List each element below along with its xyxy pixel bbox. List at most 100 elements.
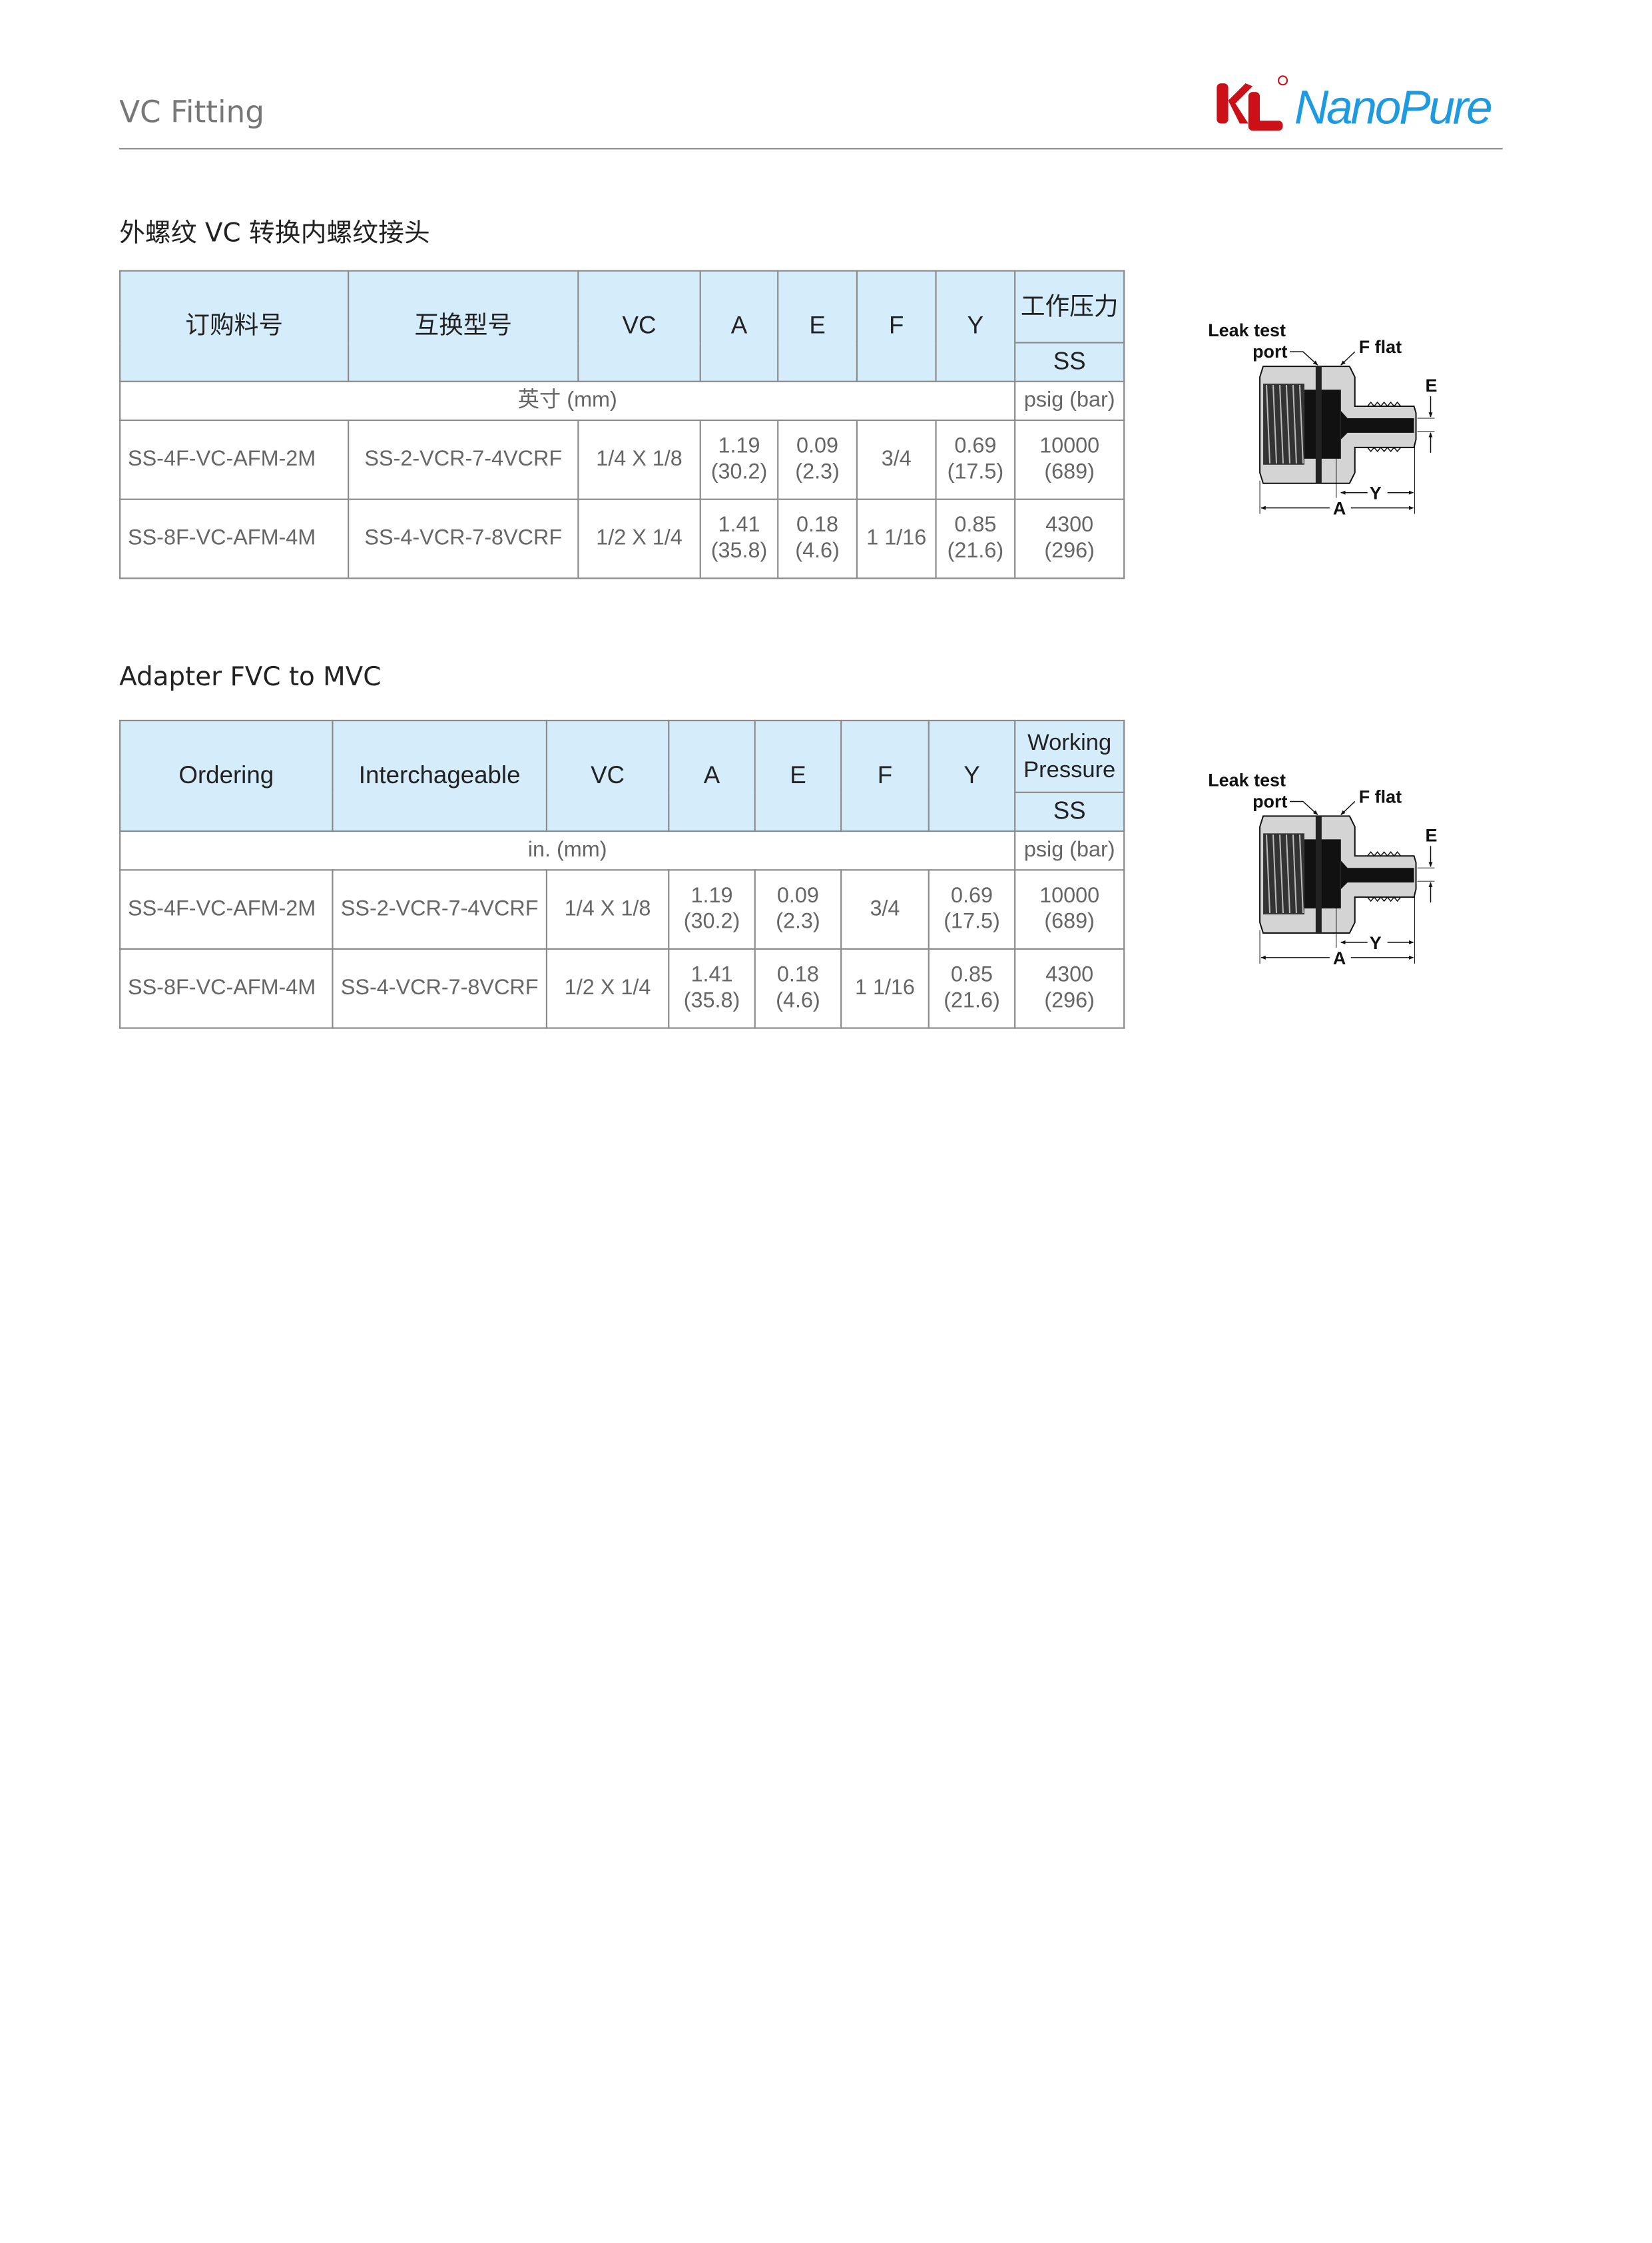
value-mm: (21.6) <box>947 539 1004 563</box>
brand-logo: NanoPure <box>1214 75 1508 138</box>
value: 1.41 <box>690 962 733 988</box>
y-label: Y <box>1370 483 1382 503</box>
units-dimension: 英寸 (mm) <box>119 380 1016 422</box>
cell-a: 1.19 (30.2) <box>699 419 779 500</box>
cell-vc: 1/4 X 1/8 <box>545 869 670 950</box>
cell-vc: 1/4 X 1/8 <box>577 419 701 500</box>
col-ordering: Ordering <box>119 719 334 832</box>
value-mm: (2.3) <box>776 909 820 934</box>
value-mm: (35.8) <box>683 988 740 1013</box>
value: 0.69 <box>954 434 997 459</box>
table-row: SS-8F-VC-AFM-4M SS-4-VCR-7-8VCRF 1/2 X 1… <box>119 498 1125 579</box>
a-label: A <box>1333 499 1346 519</box>
fflat-label: F flat <box>1359 787 1402 806</box>
cell-y: 0.85 (21.6) <box>935 498 1016 579</box>
cell-f: 1 1/16 <box>840 948 930 1029</box>
cell-f: 3/4 <box>840 869 930 950</box>
value: 10000 <box>1039 434 1100 459</box>
logo-wordmark: NanoPure <box>1294 80 1493 134</box>
cell-pressure: 10000 (689) <box>1014 869 1125 950</box>
cell-f: 3/4 <box>856 419 937 500</box>
value: 4300 <box>1045 513 1094 537</box>
col-pressure: Working Pressure <box>1014 719 1125 793</box>
cell-e: 0.18 (4.6) <box>754 948 842 1029</box>
e-label: E <box>1426 825 1438 845</box>
col-pressure: 工作压力 <box>1014 270 1125 344</box>
cell-e: 0.09 (2.3) <box>754 869 842 950</box>
header-divider <box>119 148 1503 150</box>
col-y: Y <box>928 719 1016 832</box>
col-e: E <box>754 719 842 832</box>
value-mm: (4.6) <box>776 988 820 1013</box>
cell-vc: 1/2 X 1/4 <box>577 498 701 579</box>
cell-interchangeable: SS-4-VCR-7-8VCRF <box>332 948 547 1029</box>
value: 1.19 <box>690 883 733 908</box>
section-title-cn: 外螺纹 VC 转换内螺纹接头 <box>119 218 430 249</box>
value-mm: (17.5) <box>947 460 1004 485</box>
table-row: SS-8F-VC-AFM-4M SS-4-VCR-7-8VCRF 1/2 X 1… <box>119 948 1125 1029</box>
units-pressure: psig (bar) <box>1014 830 1125 871</box>
col-f: F <box>840 719 930 832</box>
value-mm: (17.5) <box>944 909 1000 934</box>
y-label: Y <box>1370 933 1382 953</box>
cell-e: 0.09 (2.3) <box>777 419 858 500</box>
cell-y: 0.85 (21.6) <box>928 948 1016 1029</box>
value: 0.09 <box>776 883 819 908</box>
spec-table-cn: 订购料号 互换型号 VC A E F Y 工作压力 SS 英寸 (mm) psig… <box>119 270 1125 579</box>
leak-label-2: port <box>1252 791 1287 811</box>
cell-interchangeable: SS-2-VCR-7-4VCRF <box>332 869 547 950</box>
cell-y: 0.69 (17.5) <box>935 419 1016 500</box>
leak-label-2: port <box>1252 342 1287 362</box>
table-row: SS-4F-VC-AFM-2M SS-2-VCR-7-4VCRF 1/4 X 1… <box>119 869 1125 950</box>
cell-interchangeable: SS-4-VCR-7-8VCRF <box>348 498 579 579</box>
leak-label: Leak test <box>1208 771 1286 791</box>
col-vc: VC <box>545 719 670 832</box>
col-vc: VC <box>577 270 701 382</box>
value: 0.85 <box>954 513 997 537</box>
col-y: Y <box>935 270 1016 382</box>
col-a: A <box>668 719 756 832</box>
units-dimension: in. (mm) <box>119 830 1016 871</box>
value: 10000 <box>1039 883 1100 908</box>
value: 4300 <box>1045 962 1094 988</box>
value-bar: (689) <box>1044 909 1095 934</box>
page-header-title: VC Fitting <box>119 95 265 130</box>
cell-vc: 1/2 X 1/4 <box>545 948 670 1029</box>
value-mm: (4.6) <box>795 539 840 563</box>
value-bar: (689) <box>1044 460 1095 485</box>
cell-ordering: SS-8F-VC-AFM-4M <box>119 498 350 579</box>
value: 0.85 <box>950 962 993 988</box>
col-pressure-ss: SS <box>1014 342 1125 382</box>
section-title-en: Adapter FVC to MVC <box>119 662 382 693</box>
value-mm: (30.2) <box>683 909 740 934</box>
value-mm: (30.2) <box>710 460 768 485</box>
value-mm: (21.6) <box>944 988 1000 1013</box>
value-bar: (296) <box>1044 988 1095 1013</box>
value: 0.18 <box>776 962 819 988</box>
cell-interchangeable: SS-2-VCR-7-4VCRF <box>348 419 579 500</box>
col-e: E <box>777 270 858 382</box>
cell-a: 1.41 (35.8) <box>699 498 779 579</box>
cell-e: 0.18 (4.6) <box>777 498 858 579</box>
value-mm: (2.3) <box>795 460 840 485</box>
cell-ordering: SS-8F-VC-AFM-4M <box>119 948 334 1029</box>
fitting-diagram: Leak test port F flat E Y A <box>1198 306 1464 533</box>
value: 0.69 <box>950 883 993 908</box>
cell-ordering: SS-4F-VC-AFM-2M <box>119 869 334 950</box>
cell-a: 1.19 (30.2) <box>668 869 756 950</box>
cell-pressure: 4300 (296) <box>1014 948 1125 1029</box>
table-row: SS-4F-VC-AFM-2M SS-2-VCR-7-4VCRF 1/4 X 1… <box>119 419 1125 500</box>
value-mm: (35.8) <box>710 539 768 563</box>
cell-y: 0.69 (17.5) <box>928 869 1016 950</box>
a-label: A <box>1333 948 1346 968</box>
units-pressure: psig (bar) <box>1014 380 1125 422</box>
value: 1.19 <box>718 434 760 459</box>
fitting-diagram: Leak test port F flat E Y A <box>1198 756 1464 983</box>
value: 0.18 <box>796 513 839 537</box>
col-interchangeable: 互换型号 <box>348 270 579 382</box>
col-pressure-ss: SS <box>1014 791 1125 832</box>
leak-label: Leak test <box>1208 320 1286 340</box>
col-ordering: 订购料号 <box>119 270 350 382</box>
cell-f: 1 1/16 <box>856 498 937 579</box>
